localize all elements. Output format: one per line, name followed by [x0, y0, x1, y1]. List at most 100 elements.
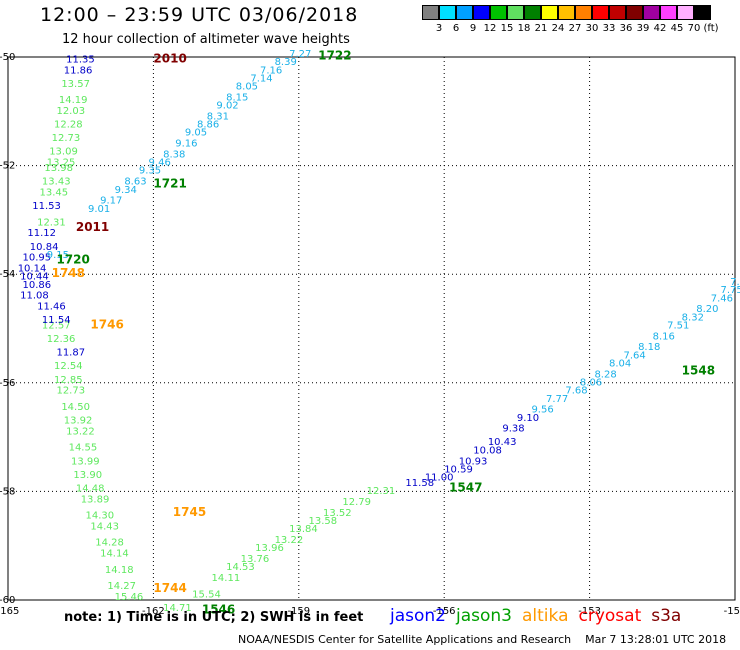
- footer-credit: NOAA/NESDIS Center for Satellite Applica…: [238, 633, 726, 646]
- latitude-tick-label: -50: [0, 52, 15, 63]
- colorbar-label: 45: [670, 23, 684, 34]
- colorbar-swatch: [524, 5, 541, 20]
- pass-time-label: 1748: [52, 266, 85, 280]
- colorbar-label: 6: [452, 23, 460, 34]
- legend-jason3: jason3: [456, 606, 512, 626]
- wave-height-value: 8.20: [696, 304, 718, 315]
- wave-height-value: 7.16: [260, 65, 282, 76]
- latitude-tick-label: -60: [0, 595, 15, 606]
- colorbar-label: 24: [551, 23, 565, 34]
- wave-height-value: 8.63: [124, 177, 146, 188]
- colorbar-label: 3: [435, 23, 443, 34]
- wave-height-value: 13.99: [71, 456, 100, 467]
- colorbar-label: 42: [653, 23, 667, 34]
- wave-height-value: 12.57: [42, 321, 71, 332]
- colorbar-label: 33: [602, 23, 616, 34]
- wave-height-value: 14.71: [163, 603, 192, 614]
- chart-title: 12:00 – 23:59 UTC 03/06/2018: [40, 4, 359, 26]
- wave-height-value: 10.84: [30, 242, 59, 253]
- longitude-tick-label: -156: [433, 606, 456, 617]
- wave-height-value: 10.14: [18, 263, 47, 274]
- wave-height-value: 15.46: [115, 592, 144, 603]
- wave-height-value: 13.58: [308, 516, 337, 527]
- wave-height-value: 8.15: [226, 92, 248, 103]
- wave-height-value: 12.73: [56, 386, 85, 397]
- wave-height-value: 14.53: [226, 562, 255, 573]
- wave-height-value: 13.76: [241, 554, 270, 565]
- wave-height-value: 13.57: [61, 79, 90, 90]
- longitude-tick-label: -162: [142, 606, 165, 617]
- wave-height-value: 8.32: [682, 312, 704, 323]
- colorbar-swatch: [456, 5, 473, 20]
- colorbar-swatch: [507, 5, 524, 20]
- wave-height-value: 10.43: [488, 437, 517, 448]
- wave-height-value: 13.92: [64, 416, 93, 427]
- wave-height-value: 9.34: [115, 185, 137, 196]
- colorbar-swatch: [558, 5, 575, 20]
- chart-subtitle: 12 hour collection of altimeter wave hei…: [62, 32, 350, 47]
- units-note: note: 1) Time is in UTC; 2) SWH is in fe…: [64, 610, 364, 625]
- wave-height-value: 11.53: [32, 201, 61, 212]
- wave-height-value: 7.14: [250, 73, 272, 84]
- colorbar-swatch: [541, 5, 558, 20]
- wave-height-value: 13.09: [49, 147, 78, 158]
- wave-height-value: 12.54: [54, 361, 83, 372]
- wave-height-value: 12.31: [37, 217, 66, 228]
- wave-height-value: 8.38: [163, 149, 185, 160]
- wave-height-value: 7.71: [730, 277, 740, 288]
- wave-height-value: 13.96: [255, 543, 284, 554]
- wave-height-value: 14.27: [107, 581, 136, 592]
- wave-height-value: 14.11: [212, 573, 241, 584]
- colorbar-label: 70: [687, 23, 701, 34]
- wave-height-value: 13.22: [66, 426, 95, 437]
- wave-height-value: 12.03: [56, 106, 85, 117]
- colorbar-swatch: [694, 5, 711, 20]
- pass-time-label: 1546: [202, 603, 235, 617]
- wave-height-value: 8.06: [580, 378, 602, 389]
- wave-height-value: 9.17: [100, 196, 122, 207]
- wave-height-value: 15.54: [192, 589, 221, 600]
- wave-height-value: 14.19: [59, 95, 88, 106]
- wave-height-value: 11.87: [56, 348, 85, 359]
- wave-height-value: 7.68: [565, 386, 587, 397]
- wave-height-value: 12.79: [342, 497, 371, 508]
- wave-height-value: 10.59: [444, 464, 473, 475]
- colorbar-label: 39: [636, 23, 650, 34]
- colorbar-label: 36: [619, 23, 633, 34]
- colorbar-swatch: [490, 5, 507, 20]
- latitude-tick-label: -52: [0, 161, 15, 172]
- wave-height-value: 8.86: [197, 120, 219, 131]
- colorbar-swatch: [575, 5, 592, 20]
- latitude-tick-label: -54: [0, 269, 15, 280]
- wave-height-value: 11.86: [64, 65, 93, 76]
- wave-height-value: 11.00: [425, 473, 454, 484]
- pass-time-label: 1548: [682, 364, 715, 378]
- latitude-tick-label: -58: [0, 486, 15, 497]
- colorbar-label: 21: [534, 23, 548, 34]
- wave-height-value: 12.28: [54, 120, 83, 131]
- wave-height-value: 12.36: [47, 334, 76, 345]
- colorbar-label: 30: [585, 23, 599, 34]
- pass-time-label: 2010: [153, 51, 186, 65]
- wave-height-value: 13.45: [40, 187, 69, 198]
- longitude-tick-label: -165: [0, 606, 19, 617]
- wave-height-value: 9.15: [47, 250, 69, 261]
- colorbar-swatch: [626, 5, 643, 20]
- wave-height-value: 13.89: [81, 494, 110, 505]
- wave-height-value: 9.02: [216, 101, 238, 112]
- longitude-tick-label: -159: [287, 606, 310, 617]
- wave-height-value: 7.77: [546, 394, 568, 405]
- wave-height-value: 12.85: [54, 375, 83, 386]
- satellite-legend: jason2 jason3 altika cryosat s3a: [390, 606, 691, 626]
- pass-time-label: 1744: [153, 581, 186, 595]
- wave-height-value: 9.16: [175, 139, 197, 150]
- timestamp-text: Mar 7 13:28:01 UTC 2018: [585, 633, 727, 646]
- wave-height-value: 7.51: [667, 321, 689, 332]
- colorbar-label: 12: [483, 23, 497, 34]
- colorbar-label: 27: [568, 23, 582, 34]
- pass-time-label: 1745: [173, 505, 206, 519]
- pass-time-label: 1547: [449, 480, 482, 494]
- wave-height-value: 8.05: [236, 82, 258, 93]
- wave-height-value: 8.28: [594, 369, 616, 380]
